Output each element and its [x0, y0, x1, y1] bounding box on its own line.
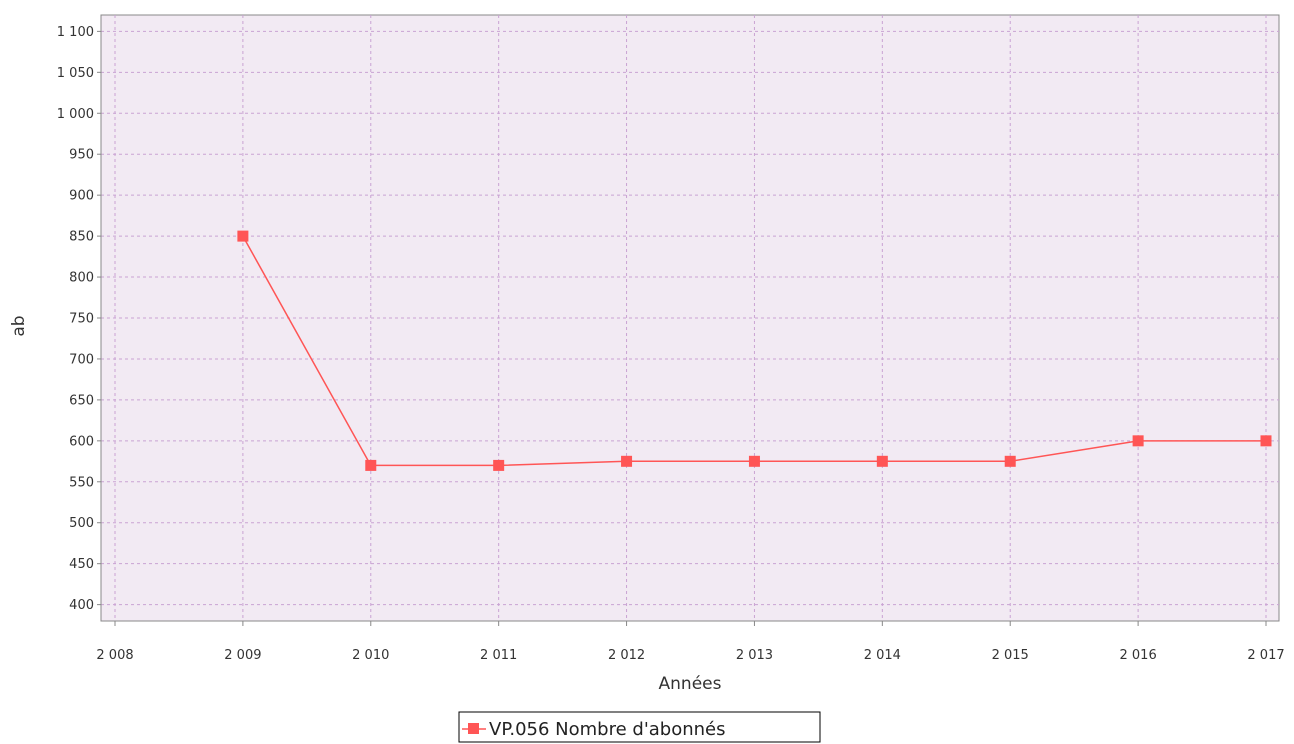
- x-tick-label: 2 010: [352, 648, 389, 663]
- y-tick-label: 650: [69, 393, 94, 408]
- y-tick-label: 1 050: [57, 66, 94, 81]
- x-tick-label: 2 012: [608, 648, 645, 663]
- data-point: [493, 459, 505, 471]
- y-tick-label: 800: [69, 271, 94, 286]
- data-point: [1260, 435, 1272, 447]
- y-tick-label: 500: [69, 516, 94, 531]
- data-point: [876, 455, 888, 467]
- y-tick-label: 950: [69, 148, 94, 163]
- y-tick-label: 600: [69, 434, 94, 449]
- y-tick-label: 550: [69, 475, 94, 490]
- y-tick-label: 1 100: [57, 25, 94, 40]
- y-tick-label: 1 000: [57, 107, 94, 122]
- x-tick-label: 2 016: [1120, 648, 1157, 663]
- y-tick-label: 900: [69, 189, 94, 204]
- grid-lines: [101, 15, 1279, 621]
- data-point: [237, 230, 249, 242]
- x-tick-label: 2 008: [96, 648, 133, 663]
- y-tick-label: 750: [69, 312, 94, 327]
- y-tick-label: 700: [69, 352, 94, 367]
- data-point: [1132, 435, 1144, 447]
- y-tick-label: 400: [69, 598, 94, 613]
- legend-label: VP.056 Nombre d'abonnés: [489, 719, 726, 740]
- x-tick-label: 2 011: [480, 648, 517, 663]
- data-point: [748, 455, 760, 467]
- legend-box: [458, 711, 821, 743]
- y-tick-label: 850: [69, 230, 94, 245]
- x-tick-label: 2 015: [992, 648, 1029, 663]
- x-axis-ticks: 2 008 2 009 2 010 2 011 2 012 2 013 2 014 2 015…: [96, 621, 1285, 663]
- data-point: [365, 459, 377, 471]
- x-tick-label: 2 017: [1247, 648, 1284, 663]
- x-tick-label: 2 013: [736, 648, 773, 663]
- y-axis-title: ab: [9, 315, 29, 336]
- data-point: [621, 455, 633, 467]
- legend-swatch-marker: [468, 723, 479, 734]
- series-group: [237, 230, 1272, 471]
- y-axis-ticks: 400 450 500 550 600 650 700 750 800 850 900 950 1 00…: [57, 25, 101, 613]
- data-point: [1004, 455, 1016, 467]
- x-tick-label: 2 014: [864, 648, 901, 663]
- x-tick-label: 2 009: [224, 648, 261, 663]
- legend: VP.056 Nombre d'abonnés: [458, 711, 821, 743]
- y-tick-label: 450: [69, 557, 94, 572]
- x-axis-title: Années: [659, 674, 722, 694]
